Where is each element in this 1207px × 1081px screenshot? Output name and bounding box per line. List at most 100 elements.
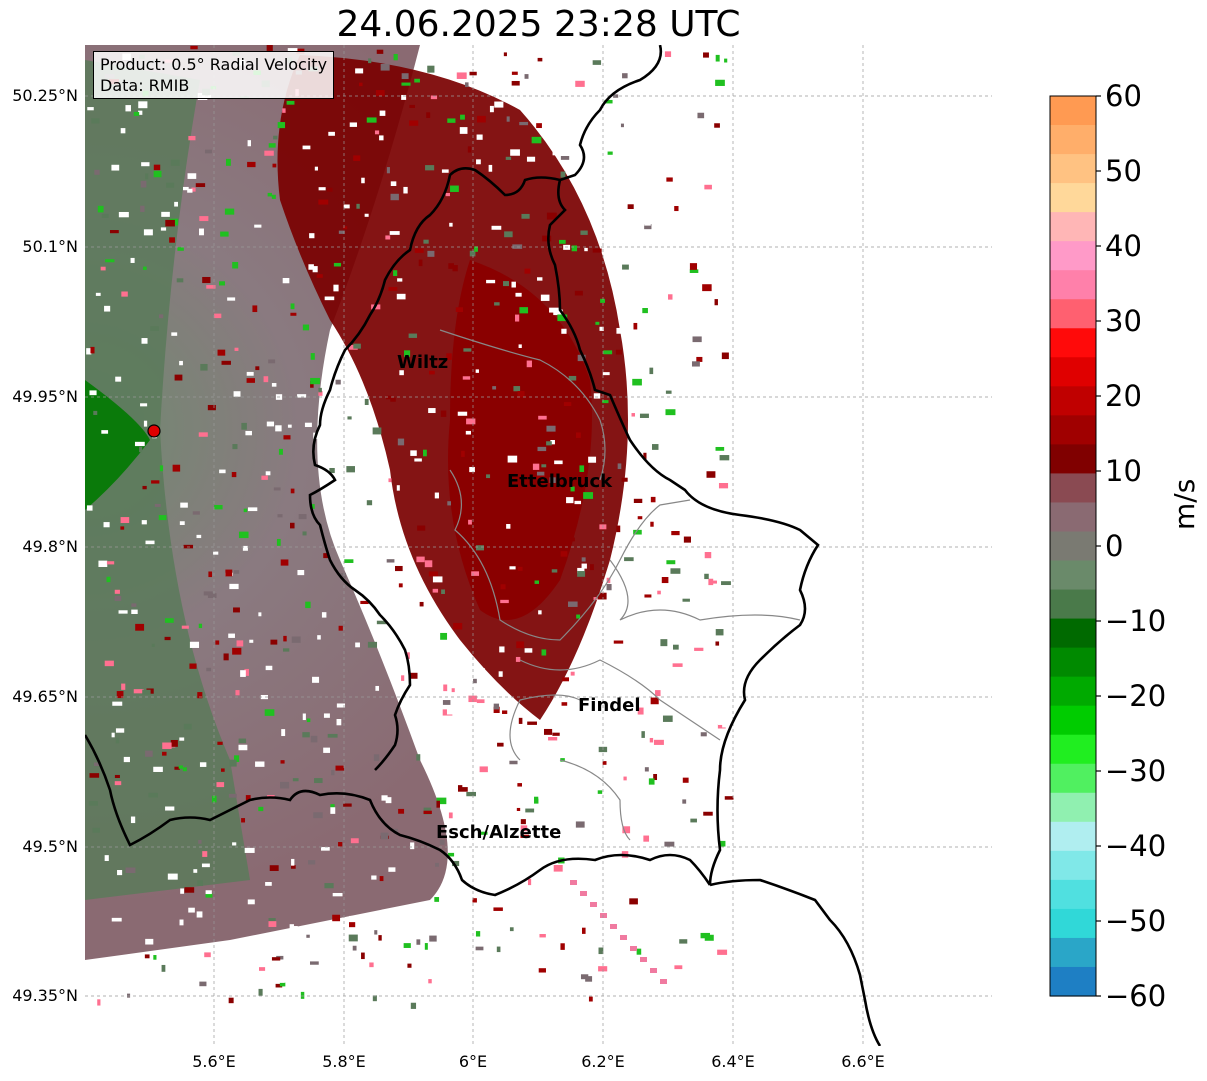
colorbar-cell [1050, 212, 1096, 242]
colorbar-cell [1050, 821, 1096, 852]
echo-speckle [432, 588, 439, 593]
echo-speckle [379, 110, 386, 116]
echo-speckle [310, 353, 315, 360]
echo-speckle [242, 545, 248, 551]
echo-speckle [201, 863, 210, 868]
echo-speckle [195, 183, 206, 188]
echo-speckle [123, 756, 130, 763]
echo-speckle [493, 706, 500, 713]
echo-speckle [486, 474, 491, 479]
echo-speckle [416, 754, 421, 761]
echo-speckle [388, 478, 392, 483]
colorbar-cell [1050, 328, 1096, 358]
echo-speckle [563, 402, 572, 407]
echo-speckle [179, 919, 184, 926]
echo-speckle [430, 95, 438, 100]
echo-speckle [343, 803, 352, 807]
echo-speckle [277, 122, 286, 129]
echo-speckle [613, 640, 624, 644]
echo-speckle [655, 690, 661, 697]
echo-speckle [719, 840, 726, 847]
echo-speckle [317, 635, 321, 640]
echo-speckle [524, 648, 533, 653]
echo-speckle [602, 754, 613, 762]
info-box: Product: 0.5° Radial Velocity Data: RMIB [93, 51, 335, 99]
echo-speckle [622, 73, 628, 79]
echo-speckle [427, 65, 435, 73]
echo-speckle [644, 594, 652, 598]
echo-speckle [602, 400, 609, 404]
echo-speckle [115, 737, 120, 744]
echo-speckle [167, 873, 178, 880]
echo-speckle [386, 559, 395, 563]
echo-speckle [101, 213, 109, 219]
echo-speckle [258, 612, 262, 617]
echo-speckle [361, 177, 365, 184]
echo-speckle [179, 521, 185, 525]
echo-speckle [622, 264, 629, 270]
echo-speckle [638, 460, 645, 464]
colorbar-tick: 40 [1105, 229, 1142, 263]
echo-speckle [536, 471, 545, 476]
echo-speckle [481, 864, 491, 869]
echo-speckle [676, 501, 684, 507]
echo-speckle [232, 261, 239, 269]
echo-speckle [310, 381, 314, 388]
echo-speckle [349, 922, 356, 928]
echo-speckle [200, 363, 208, 371]
echo-speckle [106, 561, 115, 565]
city-label-findel: Findel [578, 695, 641, 716]
echo-speckle [475, 545, 485, 551]
echo-speckle [639, 413, 649, 418]
echo-speckle [682, 777, 689, 783]
echo-speckle [321, 612, 327, 618]
echo-speckle [560, 943, 565, 950]
echo-speckle [249, 639, 254, 643]
colorbar-cell [1050, 270, 1096, 300]
echo-speckle [399, 953, 403, 960]
echo-speckle [398, 808, 405, 814]
echo-speckle [687, 189, 693, 194]
echo-speckle [627, 765, 635, 773]
echo-speckle [178, 765, 184, 769]
echo-speckle [520, 825, 528, 832]
echo-speckle [613, 257, 621, 262]
echo-speckle [142, 485, 147, 490]
echo-speckle [688, 130, 695, 135]
echo-speckle [182, 767, 187, 772]
echo-speckle [403, 943, 411, 948]
echo-speckle [577, 743, 583, 747]
echo-speckle [436, 800, 440, 808]
echo-speckle [300, 988, 311, 996]
colorbar-cell [1050, 357, 1096, 387]
echo-speckle [440, 632, 448, 640]
echo-speckle [469, 71, 477, 76]
colorbar-cell [1050, 589, 1096, 620]
echo-speckle [462, 376, 471, 380]
echo-speckle [541, 649, 547, 656]
echo-speckle [549, 307, 559, 313]
echo-speckle [710, 874, 719, 881]
echo-speckle [511, 843, 518, 848]
echo-speckle [629, 898, 638, 905]
echo-speckle [282, 648, 290, 652]
echo-speckle [320, 847, 330, 851]
echo-speckle [224, 208, 235, 215]
echo-speckle [668, 294, 673, 300]
echo-speckle [353, 343, 361, 349]
echo-speckle [476, 134, 483, 140]
echo-speckle [513, 386, 521, 392]
echo-speckle [204, 149, 212, 154]
echo-speckle [714, 123, 720, 128]
echo-speckle [324, 883, 334, 889]
y-tick-label: 49.35°N [12, 986, 78, 1005]
echo-speckle [590, 902, 597, 907]
echo-speckle [439, 839, 445, 845]
echo-speckle [365, 556, 370, 562]
echo-speckle [133, 689, 144, 694]
echo-speckle [423, 449, 427, 457]
echo-speckle [579, 465, 585, 472]
echo-speckle [364, 982, 375, 986]
colorbar-tick: −20 [1105, 679, 1167, 713]
echo-speckle [381, 795, 388, 801]
